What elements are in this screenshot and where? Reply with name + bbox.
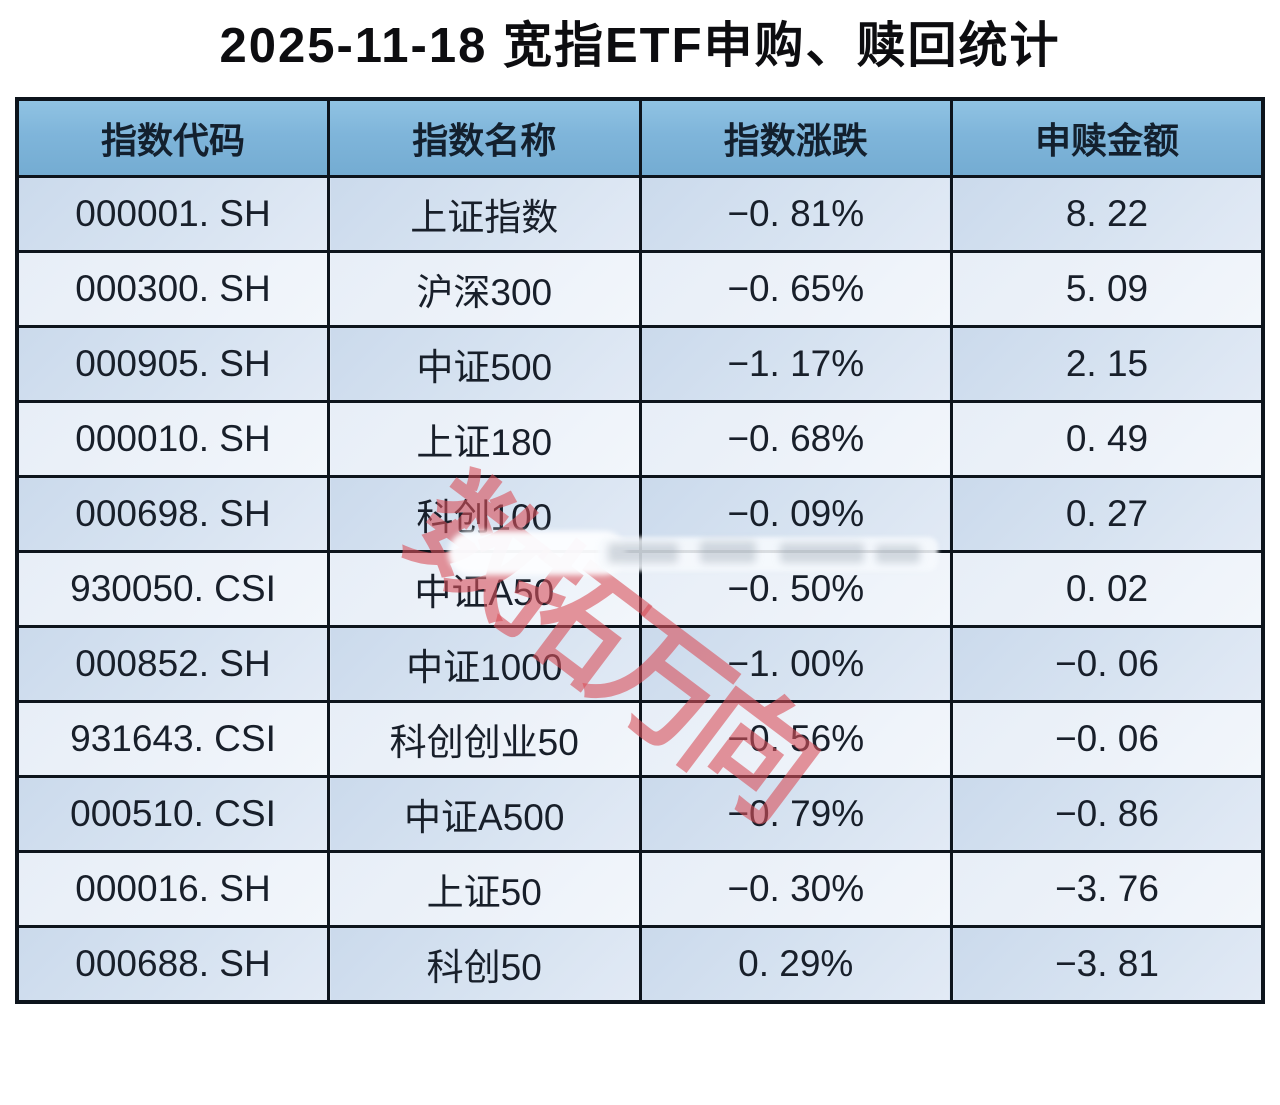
- page-title: 2025-11-18 宽指ETF申购、赎回统计: [219, 19, 1061, 73]
- header-row: 指数代码 指数名称 指数涨跌 申赎金额: [15, 97, 1265, 178]
- cell-change: −0. 30%: [638, 850, 953, 928]
- cell-name: 中证A500: [327, 775, 642, 853]
- table-row: 000016. SH 上证50 −0. 30% −3. 76: [15, 850, 1265, 928]
- cell-amount: 0. 49: [950, 400, 1265, 478]
- cell-code: 000300. SH: [15, 250, 330, 328]
- table-row: 000852. SH 中证1000 −1. 00% −0. 06: [15, 625, 1265, 703]
- cell-change: −1. 17%: [638, 325, 953, 403]
- cell-code: 000905. SH: [15, 325, 330, 403]
- cell-name: 科创创业50: [327, 700, 642, 778]
- cell-code: 931643. CSI: [15, 700, 330, 778]
- cell-code: 000010. SH: [15, 400, 330, 478]
- cell-amount: −3. 76: [950, 850, 1265, 928]
- cell-name: 中证500: [327, 325, 642, 403]
- etf-stats-table: 指数代码 指数名称 指数涨跌 申赎金额 000001. SH 上证指数 −0. …: [15, 97, 1265, 1004]
- cell-change: −0. 09%: [638, 475, 953, 553]
- table-row: 000010. SH 上证180 −0. 68% 0. 49: [15, 400, 1265, 478]
- table-row: 000688. SH 科创50 0. 29% −3. 81: [15, 925, 1265, 1004]
- cell-amount: −0. 06: [950, 625, 1265, 703]
- cell-change: −1. 00%: [638, 625, 953, 703]
- cell-code: 000001. SH: [15, 175, 330, 253]
- table-row: 000905. SH 中证500 −1. 17% 2. 15: [15, 325, 1265, 403]
- header-index-name: 指数名称: [327, 97, 642, 178]
- cell-name: 上证180: [327, 400, 642, 478]
- table-row: 931643. CSI 科创创业50 −0. 56% −0. 06: [15, 700, 1265, 778]
- table-row: 000001. SH 上证指数 −0. 81% 8. 22: [15, 175, 1265, 253]
- table-row: 000300. SH 沪深300 −0. 65% 5. 09: [15, 250, 1265, 328]
- cell-change: −0. 81%: [638, 175, 953, 253]
- cell-code: 000698. SH: [15, 475, 330, 553]
- cell-name: 沪深300: [327, 250, 642, 328]
- cell-amount: 5. 09: [950, 250, 1265, 328]
- cell-name: 科创50: [327, 925, 642, 1004]
- cell-amount: 0. 27: [950, 475, 1265, 553]
- cell-code: 000510. CSI: [15, 775, 330, 853]
- header-amount: 申赎金额: [950, 97, 1265, 178]
- cell-code: 000852. SH: [15, 625, 330, 703]
- cell-change: 0. 29%: [638, 925, 953, 1004]
- cell-change: −0. 68%: [638, 400, 953, 478]
- cell-name: 上证50: [327, 850, 642, 928]
- cell-amount: 2. 15: [950, 325, 1265, 403]
- cell-amount: −3. 81: [950, 925, 1265, 1004]
- cell-change: −0. 56%: [638, 700, 953, 778]
- cell-code: 000016. SH: [15, 850, 330, 928]
- cell-change: −0. 79%: [638, 775, 953, 853]
- cell-name: 中证A50: [327, 550, 642, 628]
- cell-code: 930050. CSI: [15, 550, 330, 628]
- cell-code: 000688. SH: [15, 925, 330, 1004]
- cell-amount: 0. 02: [950, 550, 1265, 628]
- cell-change: −0. 65%: [638, 250, 953, 328]
- header-index-code: 指数代码: [15, 97, 330, 178]
- header-index-change: 指数涨跌: [638, 97, 953, 178]
- table-row: 930050. CSI 中证A50 −0. 50% 0. 02: [15, 550, 1265, 628]
- cell-amount: −0. 86: [950, 775, 1265, 853]
- cell-name: 上证指数: [327, 175, 642, 253]
- cell-name: 科创100: [327, 475, 642, 553]
- table-row: 000510. CSI 中证A500 −0. 79% −0. 86: [15, 775, 1265, 853]
- cell-amount: −0. 06: [950, 700, 1265, 778]
- cell-name: 中证1000: [327, 625, 642, 703]
- cell-change: −0. 50%: [638, 550, 953, 628]
- cell-amount: 8. 22: [950, 175, 1265, 253]
- table-row: 000698. SH 科创100 −0. 09% 0. 27: [15, 475, 1265, 553]
